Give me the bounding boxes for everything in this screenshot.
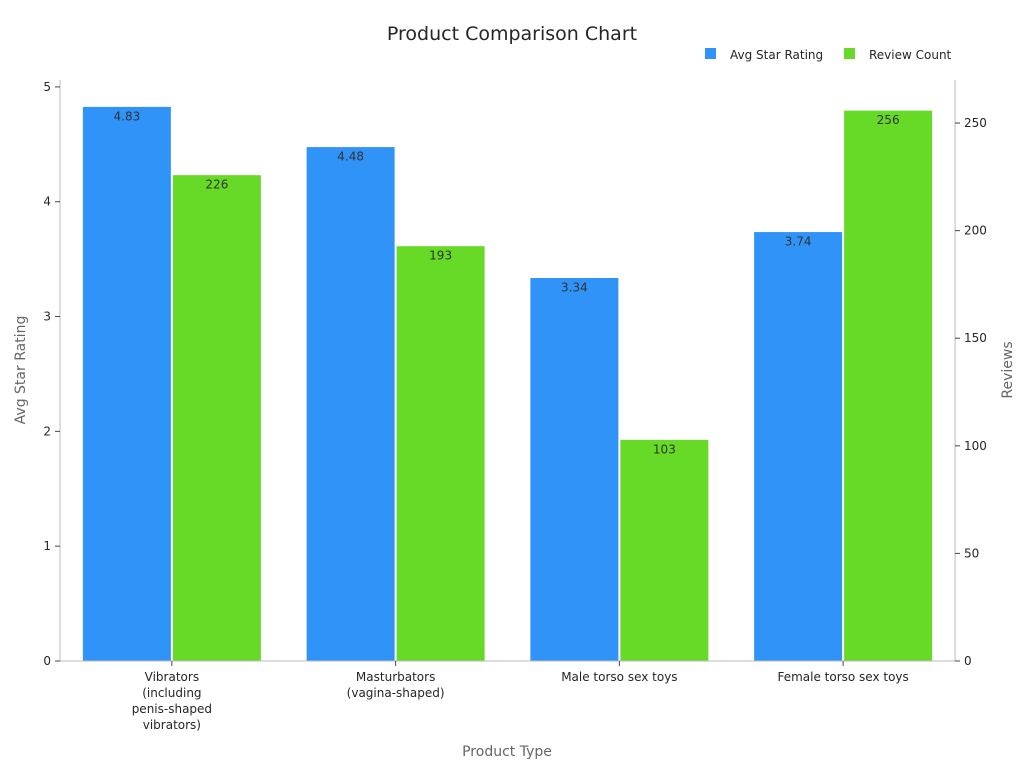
rating-bar — [529, 276, 620, 662]
left-y-axis-title: Avg Star Rating — [13, 316, 29, 425]
review-count-value-label: 193 — [429, 249, 452, 263]
left-axis-tick-label: 3 — [43, 310, 51, 324]
category-label-line: vibrators) — [143, 718, 201, 732]
category-label: Male torso sex toys — [561, 670, 677, 684]
left-axis-tick-label: 4 — [43, 195, 51, 209]
review-count-bar — [171, 174, 262, 662]
chart-legend: Avg Star Rating Review Count — [705, 48, 952, 62]
category-label-line: (including — [142, 686, 201, 700]
category-label-line: Masturbators — [356, 670, 435, 684]
right-axis-tick-label: 50 — [964, 546, 979, 560]
category-label-line: Male torso sex toys — [561, 670, 677, 684]
category-label-line: (vagina-shaped) — [347, 686, 445, 700]
right-axis-tick-label: 250 — [964, 116, 987, 130]
bars-group — [81, 105, 934, 662]
left-y-axis: 0 1 2 3 4 5 — [43, 80, 61, 668]
right-y-axis-title: Reviews — [1000, 341, 1016, 398]
rating-value-label: 3.74 — [785, 235, 812, 249]
legend-swatch — [705, 48, 716, 59]
right-axis-tick-label: 0 — [964, 654, 972, 668]
left-axis-tick-label: 0 — [43, 654, 51, 668]
review-count-value-label: 256 — [877, 113, 900, 127]
category-label-line: Female torso sex toys — [777, 670, 908, 684]
right-axis-tick-label: 200 — [964, 224, 987, 238]
rating-value-label: 3.34 — [561, 280, 588, 294]
left-axis-tick-label: 5 — [43, 80, 51, 94]
legend-label: Avg Star Rating — [730, 48, 823, 62]
category-label: Female torso sex toys — [777, 670, 908, 684]
bar-value-labels: 4.83 226 4.48 193 3.34 103 3.74 256 — [114, 109, 900, 456]
category-label-line: penis-shaped — [132, 702, 212, 716]
right-axis-tick-label: 150 — [964, 331, 987, 345]
category-label-line: Vibrators — [145, 670, 199, 684]
chart-title: Product Comparison Chart — [387, 23, 637, 45]
legend-label: Review Count — [869, 48, 952, 62]
review-count-bar — [619, 438, 710, 662]
legend-swatch — [844, 48, 855, 59]
review-count-value-label: 103 — [653, 442, 676, 456]
category-label: Masturbators (vagina-shaped) — [347, 670, 445, 700]
right-y-axis: 0 50 100 150 200 250 — [954, 80, 987, 668]
rating-bar — [753, 231, 844, 662]
left-axis-tick-label: 1 — [43, 539, 51, 553]
category-label: Vibrators (including penis-shaped vibrators… — [132, 670, 212, 732]
rating-bar — [81, 105, 172, 662]
rating-value-label: 4.48 — [337, 150, 364, 164]
rating-bar — [305, 146, 396, 662]
review-count-value-label: 226 — [205, 178, 228, 192]
left-axis-tick-label: 2 — [43, 424, 51, 438]
x-axis-title: Product Type — [462, 744, 552, 760]
review-count-bar — [843, 109, 934, 662]
x-axis: Vibrators (including penis-shaped vibrators… — [60, 660, 955, 732]
rating-value-label: 4.83 — [114, 109, 141, 123]
right-axis-tick-label: 100 — [964, 439, 987, 453]
review-count-bar — [395, 245, 486, 662]
